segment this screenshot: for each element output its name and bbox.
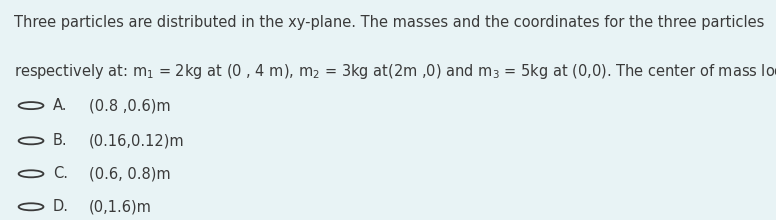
- Text: respectively at: m$_1$ = 2kg at (0 , 4 m), m$_2$ = 3kg at(2m ,0) and m$_3$ = 5kg: respectively at: m$_1$ = 2kg at (0 , 4 m…: [14, 62, 776, 81]
- Text: Three particles are distributed in the xy-plane. The masses and the coordinates : Three particles are distributed in the x…: [14, 15, 764, 30]
- Text: D.: D.: [53, 199, 69, 214]
- Text: (0.6, 0.8)m: (0.6, 0.8)m: [89, 166, 171, 181]
- Text: A.: A.: [53, 98, 68, 113]
- Text: (0.16,0.12)m: (0.16,0.12)m: [89, 133, 185, 148]
- Text: (0,1.6)m: (0,1.6)m: [89, 199, 152, 214]
- Text: C.: C.: [53, 166, 68, 181]
- Text: B.: B.: [53, 133, 68, 148]
- Text: (0.8 ,0.6)m: (0.8 ,0.6)m: [89, 98, 171, 113]
